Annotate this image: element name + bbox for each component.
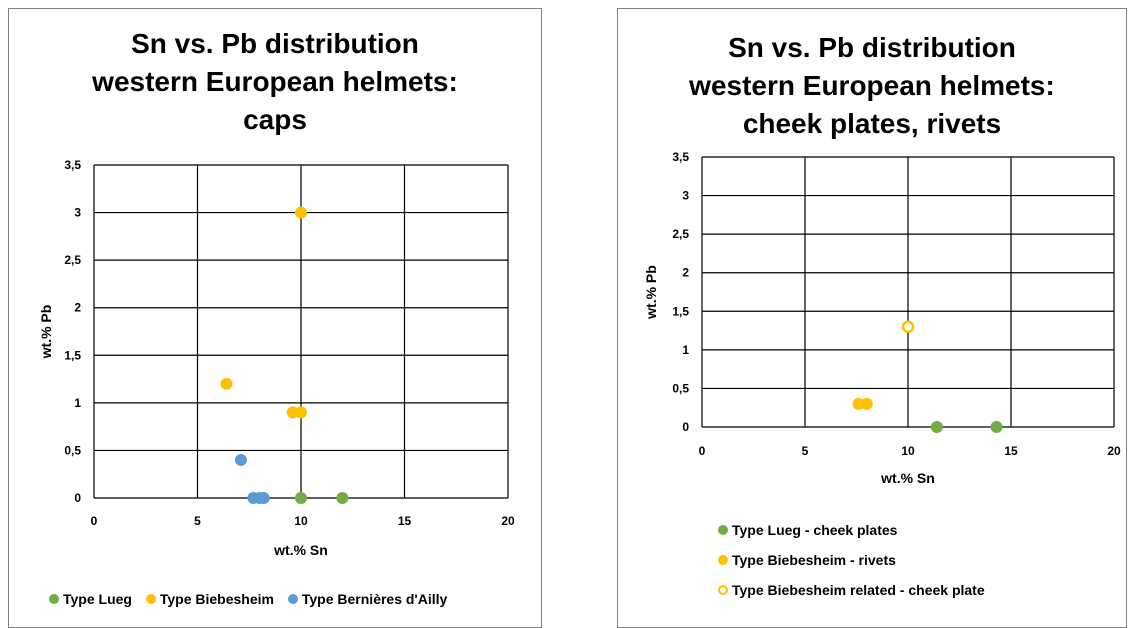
- legend-label: Type Bernières d'Ailly: [301, 591, 448, 607]
- x-axis-label: wt.% Sn: [273, 542, 328, 558]
- y-tick-label: 1: [682, 343, 689, 357]
- data-point: [286, 406, 299, 419]
- x-tick-label: 20: [501, 514, 515, 528]
- legend-marker: [718, 555, 728, 565]
- legend-item-lueg-cheek-plates: Type Lueg - cheek plates: [718, 522, 1118, 538]
- chart-title-line: Sn vs. Pb distribution: [728, 32, 1016, 63]
- x-tick-label: 5: [802, 444, 809, 458]
- legend-marker: [287, 594, 298, 604]
- chart-title-line: western European helmets:: [92, 66, 458, 97]
- legend-label: Type Lueg: [63, 591, 132, 607]
- chart-title: Sn vs. Pb distribution western European …: [618, 29, 1126, 143]
- y-tick-label: 1,5: [672, 304, 689, 318]
- legend-marker: [49, 594, 59, 604]
- data-point: [257, 492, 270, 504]
- legend: Type Lueg - cheek plates Type Biebesheim…: [718, 522, 1118, 612]
- x-tick-label: 20: [1107, 444, 1121, 458]
- y-tick-label: 1,5: [64, 348, 81, 362]
- x-tick-label: 5: [194, 514, 201, 528]
- legend-item-bernieres: Type Bernières d'Ailly: [287, 591, 448, 607]
- y-tick-label: 2,5: [672, 227, 689, 241]
- data-point: [295, 492, 307, 504]
- chart-title: Sn vs. Pb distribution western European …: [9, 25, 541, 139]
- data-point: [234, 453, 247, 466]
- y-tick-label: 3: [74, 206, 81, 220]
- data-point: [852, 397, 865, 410]
- legend-item-biebesheim-rivets: Type Biebesheim - rivets: [718, 552, 1118, 568]
- y-tick-label: 3,5: [672, 150, 689, 164]
- y-axis-label: wt.% Pb: [38, 305, 54, 360]
- x-tick-label: 10: [294, 514, 308, 528]
- chart-panel-cheek-plates: Sn vs. Pb distribution western European …: [617, 8, 1127, 628]
- legend-item-lueg: Type Lueg: [49, 591, 132, 607]
- legend-label: Type Biebesheim related - cheek plate: [732, 582, 985, 598]
- y-axis-label: wt.% Pb: [643, 265, 659, 320]
- y-tick-label: 3,5: [64, 158, 81, 172]
- chart-title-line: caps: [243, 104, 307, 135]
- y-tick-label: 0,5: [672, 381, 689, 395]
- scatter-plot-caps: 0 0,5 1 1,5 2 2,5 3 3,5 0 5 10 15 20 wt.% Sn wt.% Pb: [38, 158, 515, 558]
- x-axis-label: wt.% Sn: [880, 470, 935, 486]
- y-tick-label: 2: [74, 301, 81, 315]
- y-tick-label: 1: [74, 396, 81, 410]
- legend-marker: [718, 585, 728, 595]
- x-tick-label: 10: [901, 444, 915, 458]
- y-tick-label: 0: [682, 420, 689, 434]
- legend-item-biebesheim-related: Type Biebesheim related - cheek plate: [718, 582, 1118, 598]
- chart-title-line: western European helmets:: [689, 70, 1055, 101]
- data-point: [295, 206, 307, 219]
- data-point: [860, 397, 873, 410]
- legend-label: Type Lueg - cheek plates: [732, 522, 898, 538]
- y-tick-label: 2,5: [64, 253, 81, 267]
- legend-label: Type Biebesheim - rivets: [732, 552, 896, 568]
- data-point: [930, 421, 943, 433]
- legend-marker: [718, 525, 728, 535]
- y-tick-label: 2: [682, 266, 689, 280]
- x-tick-label: 15: [398, 514, 412, 528]
- y-tick-label: 0,5: [64, 443, 81, 457]
- y-tick-label: 3: [682, 189, 689, 203]
- legend-item-biebesheim: Type Biebesheim: [145, 591, 274, 607]
- legend-label: Type Biebesheim: [159, 591, 274, 607]
- data-point: [336, 492, 349, 504]
- legend-marker: [145, 594, 156, 604]
- data-point: [990, 421, 1003, 433]
- scatter-plot-cheek-plates: 0 0,5 1 1,5 2 2,5 3 3,5 0 5 10 15 20 wt.% Sn wt.% Pb: [643, 150, 1121, 486]
- x-tick-label: 15: [1004, 444, 1018, 458]
- chart-title-line: Sn vs. Pb distribution: [131, 28, 419, 59]
- chart-panel-caps: Sn vs. Pb distribution western European …: [8, 8, 542, 628]
- data-point: [220, 377, 233, 390]
- data-point: [295, 406, 307, 419]
- y-tick-label: 0: [74, 491, 81, 505]
- legend: Type Lueg Type Biebesheim Type Bernières…: [49, 591, 529, 607]
- x-tick-label: 0: [91, 514, 98, 528]
- data-point: [901, 320, 915, 333]
- chart-title-line: cheek plates, rivets: [742, 108, 1002, 139]
- x-tick-label: 0: [699, 444, 706, 458]
